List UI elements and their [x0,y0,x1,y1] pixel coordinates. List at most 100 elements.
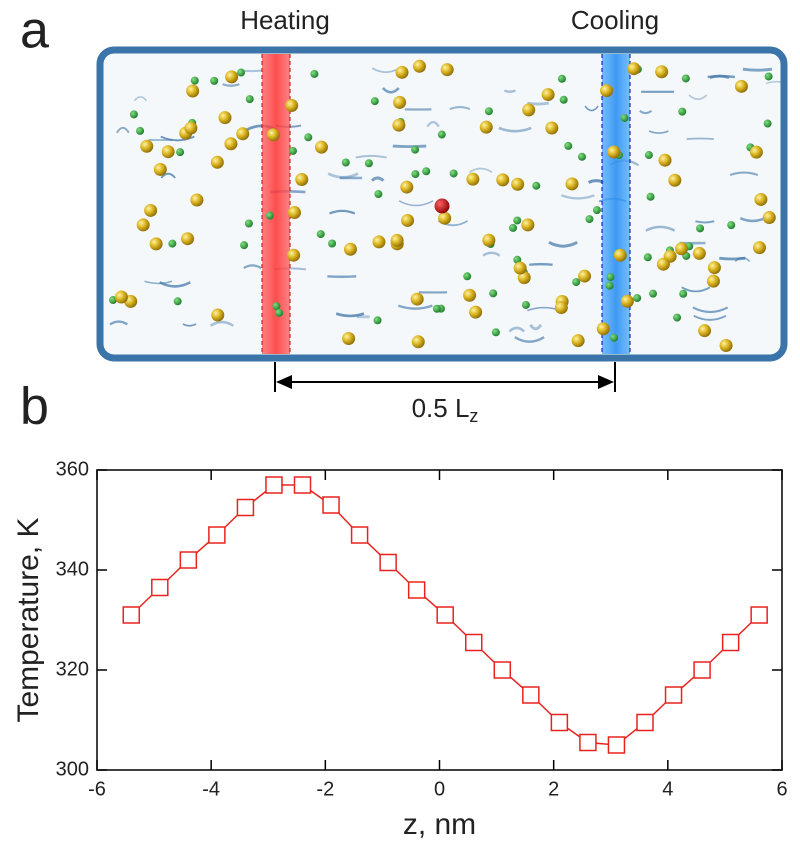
sodium-ion [168,240,176,248]
chloride-ion [441,63,454,76]
data-marker [209,527,225,543]
chloride-ion [542,88,555,101]
chloride-ion [735,80,748,93]
water-swirl [687,138,714,139]
sodium-ion [210,77,218,85]
sodium-ion [411,170,419,178]
chloride-ion [655,65,668,78]
chloride-ion [315,141,328,154]
sodium-ion [607,273,615,281]
y-tick-label: 320 [56,658,89,680]
chloride-ion [285,99,298,112]
chloride-ion [753,241,766,254]
chloride-ion [393,96,406,109]
chloride-ion [137,218,150,231]
sodium-ion [513,216,521,224]
chloride-ion [657,258,670,271]
length-label: 0.5 Lz [412,393,479,426]
sodium-ion [433,305,441,313]
chloride-ion [668,174,681,187]
chloride-ion [287,249,300,262]
sodium-ion [679,290,687,298]
chloride-ion [607,145,620,158]
panel-label: b [20,378,49,436]
chloride-ion [438,212,451,225]
x-tick-label: -4 [202,778,220,800]
chloride-ion [514,262,527,275]
sodium-ion [371,97,379,105]
chloride-ion [140,140,153,153]
sodium-ion [304,133,312,141]
sodium-ion [509,224,517,232]
cooling-slab [602,54,630,354]
chloride-ion [522,103,535,116]
x-axis-label: z, nm [403,808,476,841]
y-tick-label: 360 [56,458,89,480]
sodium-ion [489,289,497,297]
x-tick-label: 6 [776,778,787,800]
water-swirl [393,146,426,147]
chloride-ion [211,308,224,321]
water-swirl [743,69,772,70]
x-tick-label: -6 [88,778,106,800]
chloride-ion [396,66,409,79]
data-marker [266,477,282,493]
chloride-ion [181,232,194,245]
sodium-ion [374,190,382,198]
chloride-ion [572,334,585,347]
chloride-ion [218,111,231,124]
data-marker [580,735,596,751]
chloride-ion [466,173,479,186]
data-marker [466,635,482,651]
chloride-ion [469,306,482,319]
chloride-ion [763,211,776,224]
data-marker [723,635,739,651]
chloride-ion [621,295,634,308]
data-marker [409,582,425,598]
sodium-ion [176,148,184,156]
sodium-ion [682,74,690,82]
chloride-ion [600,84,613,97]
chloride-ion [162,145,175,158]
chloride-ion [295,173,308,186]
chloride-ion [597,322,610,335]
sodium-ion [411,146,419,154]
simulation-box: a Heating Cooling 0.5 Lz [20,2,786,426]
chloride-ion [659,154,672,167]
sodium-ion [422,167,430,175]
chloride-ion [480,121,493,134]
sodium-ion [492,328,500,336]
cooling-label: Cooling [571,5,659,35]
data-marker [608,737,624,753]
sodium-ion [174,297,182,305]
sodium-ion [564,142,572,150]
chloride-ion [267,128,280,141]
chloride-ion [391,234,404,247]
chloride-ion [463,289,476,302]
sodium-ion [585,215,593,223]
water-swirl [504,91,515,92]
y-axis-label: Temperature, K [12,517,45,722]
length-text: 0.5 L [412,393,470,423]
data-marker [751,607,767,623]
chloride-ion [750,146,763,159]
sodium-ion [593,206,601,214]
chloride-ion [754,193,767,206]
chloride-ion [186,84,199,97]
sodium-ion [649,290,657,298]
chloride-ion [342,332,355,345]
chloride-ion [496,173,509,186]
sodium-ion [645,151,653,159]
sodium-ion [522,301,530,309]
chloride-ion [150,237,163,250]
data-marker [152,580,168,596]
sodium-ion [438,131,446,139]
data-marker [237,500,253,516]
sodium-ion [678,108,686,116]
data-marker [666,687,682,703]
chloride-ion [708,261,721,274]
chloride-ion [698,324,711,337]
chloride-ion [411,293,424,306]
water-swirl [529,264,552,265]
